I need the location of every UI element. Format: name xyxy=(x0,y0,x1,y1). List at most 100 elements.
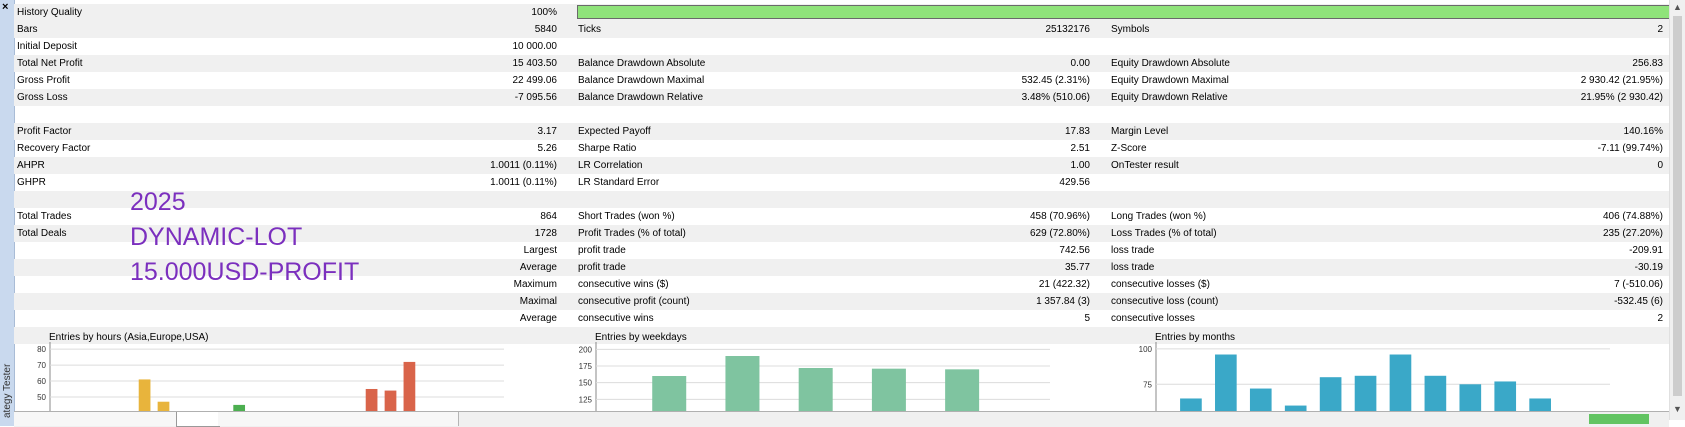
row-value-col3: 2 930.42 (21.95%) xyxy=(1580,75,1663,86)
bar xyxy=(1459,384,1482,412)
row-label-col1: Recovery Factor xyxy=(17,143,91,154)
row-value-col3: -209.91 xyxy=(1629,245,1663,256)
row-value-col2: 21 (422.32) xyxy=(1038,279,1090,290)
row-label-col1: AHPR xyxy=(17,160,45,171)
row-value-col1: Average xyxy=(519,313,557,324)
tester-side-panel: × ategy Tester xyxy=(0,0,15,426)
row-label-col1: GHPR xyxy=(17,177,46,188)
row-value-col3: 406 (74.88%) xyxy=(1602,211,1663,222)
report-row: Largest profit trade 742.56 loss trade -209.… xyxy=(14,242,1669,259)
row-label-col1: Total Net Profit xyxy=(17,58,83,69)
row-label-col3: OnTester result xyxy=(1111,160,1179,171)
y-tick-label: 150 xyxy=(579,379,593,388)
report-row: Gross Loss -7 095.56 Balance Drawdown Rela… xyxy=(14,89,1669,106)
scroll-up-icon[interactable]: ▲ xyxy=(1673,2,1682,12)
report-row: Recovery Factor 5.26 Sharpe Ratio 2.51 Z-Sco… xyxy=(14,140,1669,157)
row-value-col2: 3.48% (510.06) xyxy=(1021,92,1090,103)
history-quality-bar-fill xyxy=(578,6,1678,18)
scrollbar-thumb[interactable] xyxy=(1673,16,1682,396)
report-row: Bars 5840 Ticks 25132176 Symbols 2 xyxy=(14,21,1669,38)
y-tick-label: 100 xyxy=(1139,345,1153,354)
row-value-col1: 22 499.06 xyxy=(512,75,558,86)
y-tick-label: 80 xyxy=(37,345,46,354)
report-row: Profit Factor 3.17 Expected Payoff 17.83 Mar… xyxy=(14,123,1669,140)
tab-journal[interactable] xyxy=(368,412,459,426)
row-label-col2: Expected Payoff xyxy=(578,126,651,137)
chart-entries-by-weekdays: Entries by weekdays 200 175 150 125 xyxy=(560,332,1090,412)
row-label-col3: Equity Drawdown Maximal xyxy=(1111,75,1229,86)
report-row: Average consecutive wins 5 consecutive loss… xyxy=(14,310,1669,327)
row-label-col3: Margin Level xyxy=(1111,126,1169,137)
status-indicator xyxy=(1589,414,1649,424)
row-label-col3: consecutive losses ($) xyxy=(1111,279,1210,290)
bar xyxy=(1284,405,1307,412)
row-label-col1: Profit Factor xyxy=(17,126,72,137)
row-value-col2: 1.00 xyxy=(1070,160,1090,171)
row-label-col2: Profit Trades (% of total) xyxy=(578,228,686,239)
bar xyxy=(1319,377,1342,412)
bar xyxy=(1354,375,1377,412)
row-value-col2: 0.00 xyxy=(1070,58,1090,69)
row-label-col2: Balance Drawdown Maximal xyxy=(578,75,705,86)
row-value-col1: Maximum xyxy=(513,279,557,290)
bar xyxy=(725,356,760,412)
row-label-col1: Gross Profit xyxy=(17,75,70,86)
row-label-col1: Total Trades xyxy=(17,211,72,222)
report-row: GHPR 1.0011 (0.11%) LR Standard Error 429.5… xyxy=(14,174,1669,191)
row-value-col3: -30.19 xyxy=(1634,262,1663,273)
chart-plot: 100 75 xyxy=(1139,342,1610,412)
y-tick-label: 200 xyxy=(579,345,593,354)
overlay-annotation: 2025 DYNAMIC-LOT 15.000USD-PROFIT xyxy=(130,185,359,290)
row-value-col3: 235 (27.20%) xyxy=(1602,228,1663,239)
row-value-col1: 10 000.00 xyxy=(512,41,558,52)
bar xyxy=(384,390,397,412)
bar xyxy=(1389,354,1412,412)
row-value-col1: Maximal xyxy=(519,296,557,307)
row-label-col2: Sharpe Ratio xyxy=(578,143,637,154)
close-icon[interactable]: × xyxy=(2,1,9,13)
bar xyxy=(1180,398,1202,412)
row-value-col2: 458 (70.96%) xyxy=(1029,211,1090,222)
row-label-col2: Ticks xyxy=(578,24,601,35)
row-value-col3: 256.83 xyxy=(1632,58,1663,69)
chart-title: Entries by months xyxy=(1155,332,1236,343)
scroll-down-icon[interactable]: ▼ xyxy=(1673,404,1682,414)
row-value-col1: 1.0011 (0.11%) xyxy=(490,160,557,171)
row-value-col3: 7 (-510.06) xyxy=(1614,279,1663,290)
bar xyxy=(233,404,246,412)
report-row: Average profit trade 35.77 loss trade -30.19 xyxy=(14,259,1669,276)
bar xyxy=(652,376,687,412)
bar xyxy=(138,379,151,412)
row-label-col2: LR Standard Error xyxy=(578,177,660,188)
chart-title: Entries by weekdays xyxy=(595,332,687,343)
history-quality-label: History Quality xyxy=(17,7,83,18)
row-value-col2: 35.77 xyxy=(1064,262,1090,273)
y-tick-label: 60 xyxy=(37,377,46,386)
row-value-col2: 1 357.84 (3) xyxy=(1036,296,1090,307)
row-label-col3: Symbols xyxy=(1111,24,1150,35)
overlay-line-profit: 15.000USD-PROFIT xyxy=(130,258,360,286)
report-row: Total Deals 1728 Profit Trades (% of total… xyxy=(14,225,1669,242)
bar xyxy=(945,369,980,412)
row-value-col2: 17.83 xyxy=(1064,126,1090,137)
row-value-col2: 5 xyxy=(1084,313,1090,324)
row-label-col3: loss trade xyxy=(1111,245,1155,256)
row-value-col1: Largest xyxy=(523,245,557,256)
bar xyxy=(157,401,170,412)
tab-backtest[interactable] xyxy=(176,412,220,427)
y-tick-label: 70 xyxy=(37,361,46,370)
bar xyxy=(1424,375,1447,412)
chart-plot: 80 70 60 50 xyxy=(37,342,504,412)
row-label-col1: Initial Deposit xyxy=(17,41,78,52)
y-tick-label: 50 xyxy=(37,393,46,402)
tab-graph[interactable] xyxy=(218,412,369,426)
row-value-col2: 2.51 xyxy=(1070,143,1090,154)
bar xyxy=(1249,388,1272,412)
bar xyxy=(871,368,906,412)
bar xyxy=(798,368,833,412)
tab-overview[interactable] xyxy=(14,412,177,426)
report-row: Total Net Profit 15 403.50 Balance Drawdow… xyxy=(14,55,1669,72)
vertical-scrollbar[interactable]: ▲ ▼ xyxy=(1669,0,1685,420)
row-label-col3: Equity Drawdown Relative xyxy=(1111,92,1228,103)
row-value-col1: 1.0011 (0.11%) xyxy=(490,177,557,188)
